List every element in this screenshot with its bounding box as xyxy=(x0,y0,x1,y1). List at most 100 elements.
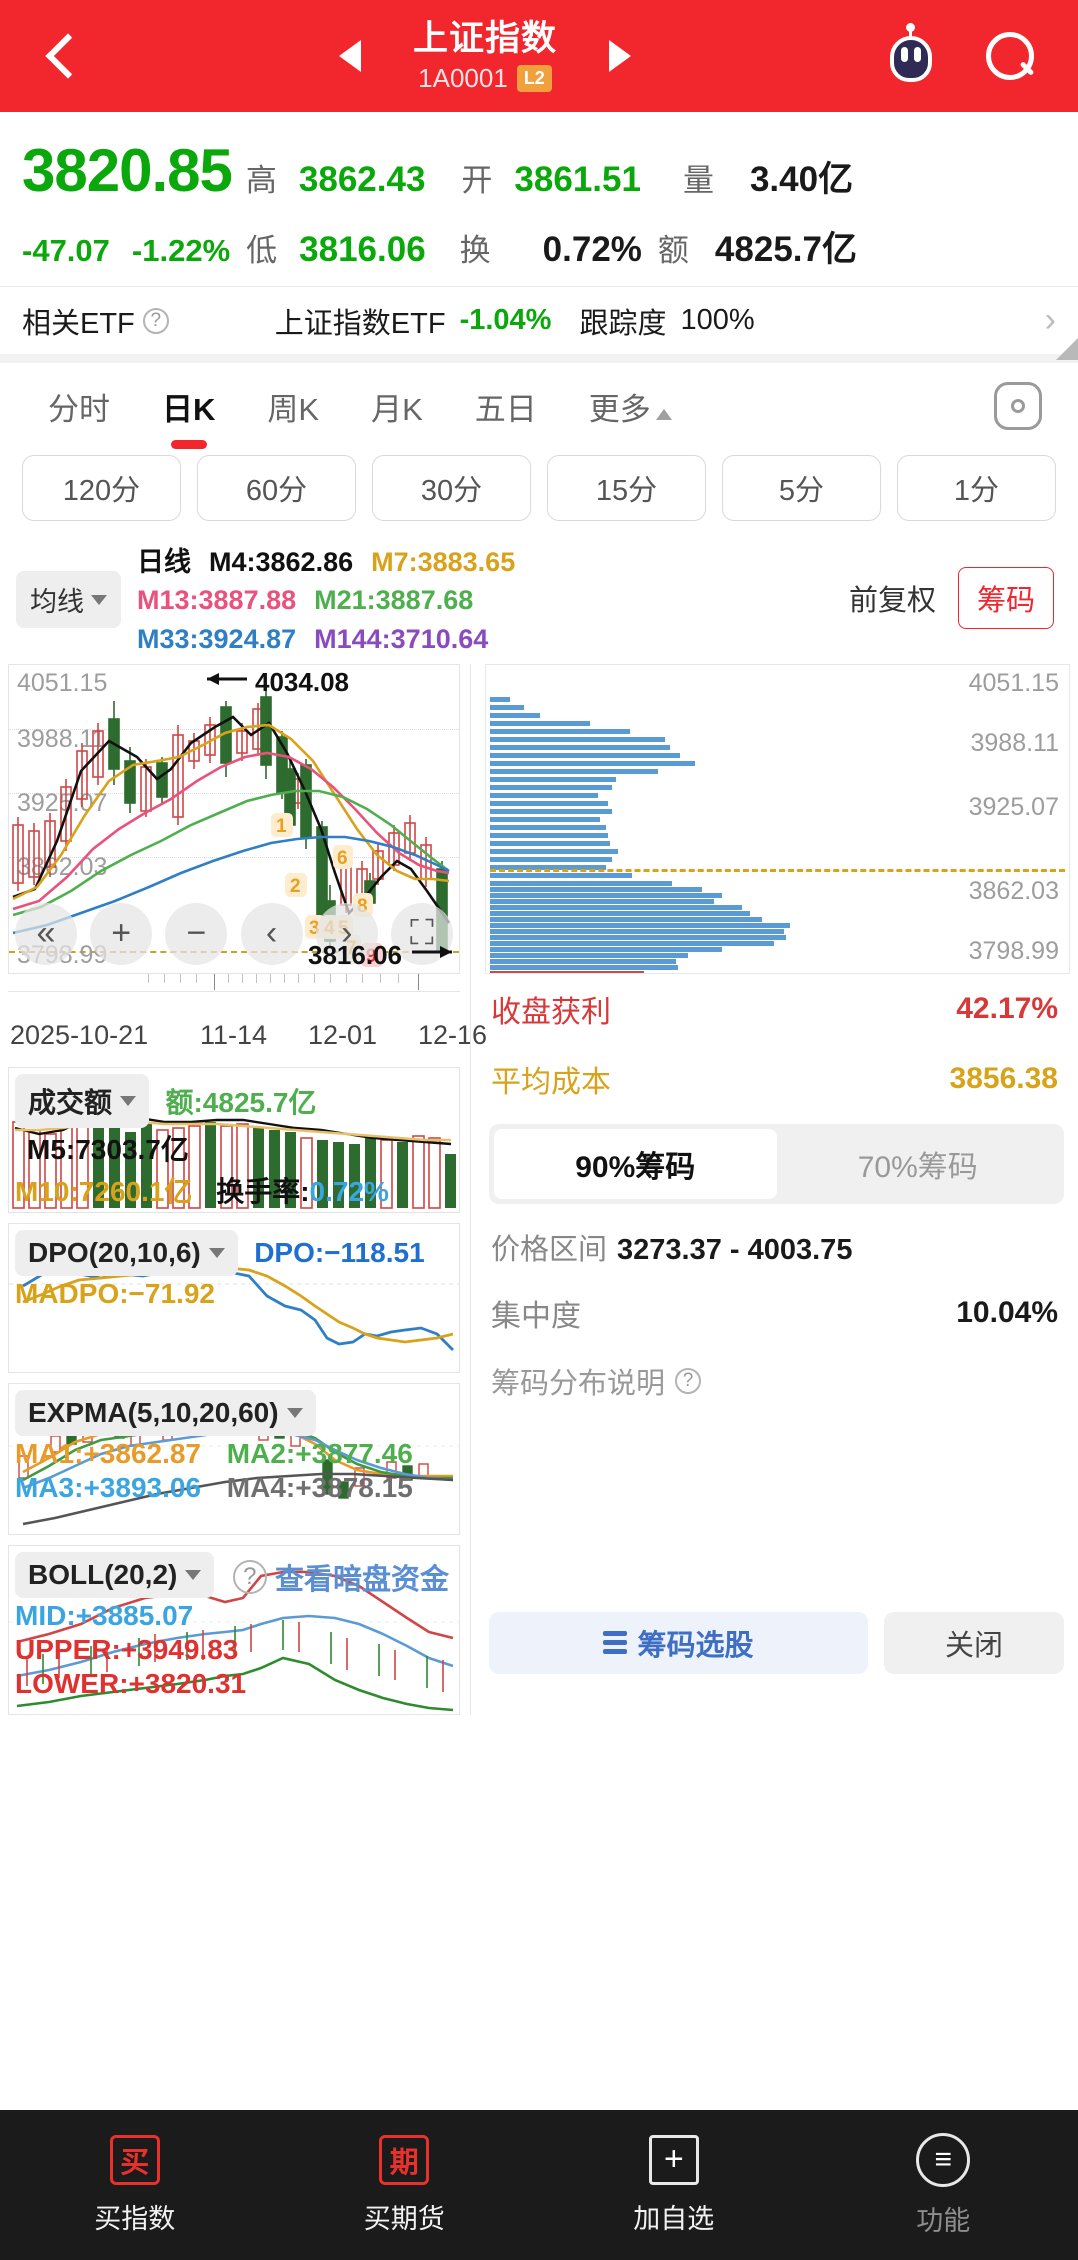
amount-value: 4825.7亿 xyxy=(714,230,857,269)
low-value: 3816.06 xyxy=(299,230,426,269)
expand-corner-icon[interactable] xyxy=(1056,338,1078,360)
dpo-value: DPO:−118.51 xyxy=(254,1236,425,1268)
chip-close-button[interactable]: 关闭 xyxy=(884,1611,1064,1674)
x-label-1: 11-14 xyxy=(200,1019,268,1050)
chart-settings-icon[interactable] xyxy=(994,382,1042,430)
turnover-label: 换 xyxy=(459,233,491,268)
question-mark-icon[interactable]: ? xyxy=(232,1559,267,1594)
nav-buy-futures[interactable]: 期 买期货 xyxy=(270,2134,540,2236)
chip-y-label-3: 3862.03 xyxy=(968,876,1059,905)
chip-screener-button[interactable]: 筹码选股 xyxy=(489,1611,868,1674)
tab-more[interactable]: 更多 xyxy=(563,384,698,429)
search-icon[interactable] xyxy=(982,29,1036,83)
indicator-panel-expma[interactable]: EXPMA(5,10,20,60) MA1:+3862.87 MA2:+3877… xyxy=(8,1382,460,1535)
question-mark-icon[interactable]: ? xyxy=(675,1367,702,1394)
pill-5m[interactable]: 5分 xyxy=(722,455,881,521)
plus-icon[interactable]: + xyxy=(90,902,153,965)
question-mark-icon[interactable]: ? xyxy=(142,307,169,334)
buy-badge-icon: 买 xyxy=(109,2134,160,2185)
x-axis-ticks xyxy=(8,973,460,992)
kline-chart[interactable]: 4051.15 3988.11 3925.07 3862.03 3798.99 xyxy=(8,663,460,974)
dark-pool-link[interactable]: 查看暗盘资金 xyxy=(274,1563,449,1596)
tab-fenshi[interactable]: 分时 xyxy=(48,391,110,427)
segment-70-percent[interactable]: 70%筹码 xyxy=(857,1150,978,1184)
ma-line-1: 日线 M4:3862.86 M7:3883.65 xyxy=(137,547,516,577)
chevron-right-icon[interactable]: › xyxy=(315,902,378,965)
etf-track-value: 100% xyxy=(680,304,755,336)
boll-mid: MID:+3885.07 xyxy=(15,1599,194,1631)
turnover-value: 0.72% xyxy=(542,230,642,269)
list-icon xyxy=(603,1631,628,1655)
adjust-mode-button[interactable]: 前复权 xyxy=(848,585,936,617)
amount-label: 额 xyxy=(657,233,689,268)
triangle-left-icon[interactable] xyxy=(338,39,361,72)
x-label-3: 12-16 xyxy=(418,1019,488,1050)
concentration-label: 集中度 xyxy=(491,1299,581,1333)
pill-120m[interactable]: 120分 xyxy=(22,455,181,521)
chart-period-tabs: 分时 日K 周K 月K 五日 更多 xyxy=(0,363,1078,449)
related-etf-row[interactable]: 相关ETF ? 上证指数ETF -1.04% 跟踪度 100% › xyxy=(0,287,1078,363)
chevron-down-icon xyxy=(91,594,107,605)
expma-selector[interactable]: EXPMA(5,10,20,60) xyxy=(15,1389,316,1436)
avg-cost-line xyxy=(490,868,1065,872)
segment-90-percent[interactable]: 90%筹码 xyxy=(494,1128,777,1199)
volume-selector[interactable]: 成交额 xyxy=(15,1073,150,1128)
minus-icon[interactable]: − xyxy=(165,902,228,965)
indicator-panel-volume[interactable]: 成交额 额:4825.7亿 M5:7303.7亿 M10:7260.1亿 换手率… xyxy=(8,1066,460,1213)
pill-30m[interactable]: 30分 xyxy=(372,455,531,521)
chevron-left-icon[interactable]: ‹ xyxy=(240,902,303,965)
active-tab-underline xyxy=(170,439,207,449)
header-subtitle: 1A0001 L2 xyxy=(413,63,557,93)
x-label-0: 2025-10-21 xyxy=(10,1019,149,1050)
nav-functions[interactable]: ≡ 功能 xyxy=(809,2132,1078,2238)
close-profit-label: 收盘获利 xyxy=(491,995,611,1029)
y-axis-label-0: 4051.15 xyxy=(17,668,108,697)
volume-value: 3.40亿 xyxy=(749,160,854,199)
pill-1m[interactable]: 1分 xyxy=(897,455,1056,521)
chip-help-row[interactable]: 筹码分布说明 ? xyxy=(485,1348,1070,1414)
expma-line1: MA1:+3862.87 MA2:+3877.46 xyxy=(15,1437,413,1469)
pill-60m[interactable]: 60分 xyxy=(197,455,356,521)
expma-line2: MA3:+3893.06 MA4:+3878.15 xyxy=(15,1471,413,1503)
volume-amount: 额:4825.7亿 xyxy=(165,1086,317,1118)
low-annotation: 3816.06 xyxy=(308,939,402,970)
nav-buy-index[interactable]: 买 买指数 xyxy=(0,2134,270,2236)
boll-selector[interactable]: BOLL(20,2) xyxy=(15,1551,215,1598)
chip-bars-lower xyxy=(486,665,1070,974)
triangle-right-icon[interactable] xyxy=(609,39,631,72)
chevron-right-icon[interactable]: › xyxy=(1044,301,1056,339)
expma-header: EXPMA(5,10,20,60) MA1:+3862.87 MA2:+3877… xyxy=(15,1389,453,1504)
tab-five-day[interactable]: 五日 xyxy=(474,391,537,427)
open-label: 开 xyxy=(461,163,493,198)
chip-y-label-1: 3988.11 xyxy=(970,728,1059,757)
volume-label: 量 xyxy=(682,163,714,198)
rewind-icon[interactable]: « xyxy=(15,902,77,965)
back-chevron-icon[interactable] xyxy=(40,33,86,79)
tab-monthly-k[interactable]: 月K xyxy=(371,391,423,427)
menu-icon: ≡ xyxy=(916,2132,971,2187)
level-badge: L2 xyxy=(516,65,552,92)
madpo-value: MADPO:−71.92 xyxy=(15,1277,215,1309)
tab-weekly-k[interactable]: 周K xyxy=(267,391,320,427)
dpo-selector[interactable]: DPO(20,10,6) xyxy=(15,1229,238,1276)
pill-15m[interactable]: 15分 xyxy=(547,455,706,521)
robot-assistant-icon[interactable] xyxy=(884,23,938,84)
fullscreen-icon[interactable]: ⛶ xyxy=(390,902,453,965)
y-axis-label-1: 3988.11 xyxy=(17,724,106,753)
volume-bars xyxy=(12,1114,456,1209)
change-value: -47.07 xyxy=(22,233,110,268)
stat-row-avgcost: 平均成本 3856.38 xyxy=(485,1044,1070,1114)
indicator-panel-boll[interactable]: BOLL(20,2) ? MID:+3885.07 UPPER:+3949.83… xyxy=(8,1544,460,1715)
high-label: 高 xyxy=(245,163,277,198)
chip-toggle-button[interactable]: 筹码 xyxy=(957,567,1054,629)
tab-daily-k[interactable]: 日K xyxy=(136,384,241,449)
indicator-panel-dpo[interactable]: DPO(20,10,6) DPO:−118.51 MADPO:−71.92 xyxy=(8,1222,460,1373)
ma-legend-bar: 均线 日线 M4:3862.86 M7:3883.65 M13:3887.88 M21… xyxy=(0,535,1078,664)
etf-name: 上证指数ETF xyxy=(274,307,446,340)
volume-header: 成交额 额:4825.7亿 M5:7303.7亿 M10:7260.1亿 换手率… xyxy=(15,1073,453,1210)
etf-track-label: 跟踪度 xyxy=(579,307,667,340)
dpo-lines xyxy=(9,1266,459,1351)
ma-selector[interactable]: 均线 xyxy=(16,571,121,628)
nav-add-watchlist[interactable]: + 加自选 xyxy=(539,2134,809,2236)
high-annotation: 4034.08 xyxy=(255,666,349,697)
